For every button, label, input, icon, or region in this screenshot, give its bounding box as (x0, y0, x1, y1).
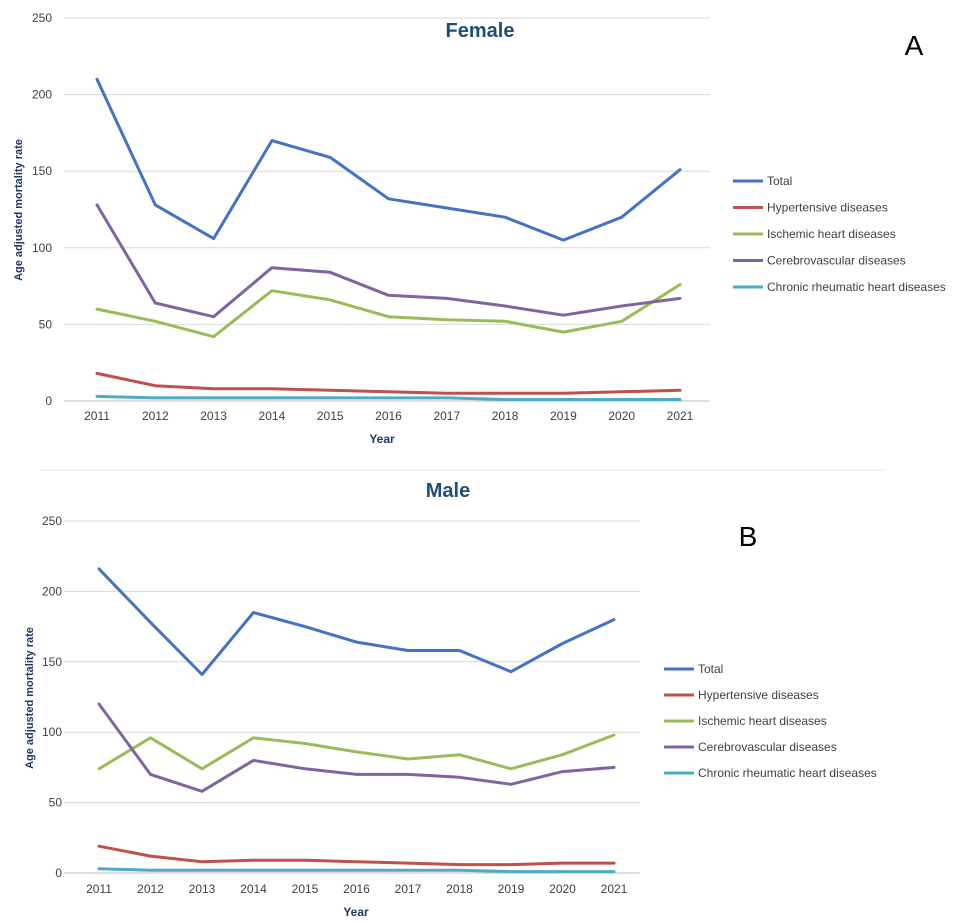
y-tick-label: 50 (49, 796, 63, 810)
x-tick-label: 2011 (84, 409, 110, 423)
chart-female: Female A Year Age adjusted mortality rat… (13, 11, 946, 446)
x-tick-label: 2012 (137, 882, 164, 896)
x-tick-label: 2021 (601, 882, 628, 896)
y-tick-label: 100 (32, 241, 52, 255)
legend-label: Cerebrovascular diseases (767, 254, 906, 268)
legend-label: Hypertensive diseases (698, 688, 819, 702)
legend-male: Total Hypertensive diseases Ischemic heart… (664, 662, 877, 780)
y-tick-label: 200 (32, 88, 52, 102)
x-tick-label: 2019 (550, 409, 577, 423)
series-line-total (97, 567, 616, 676)
x-tick-label: 2018 (446, 882, 473, 896)
x-tick-label: 2016 (375, 409, 402, 423)
x-tick-label: 2021 (667, 409, 694, 423)
legend-label: Cerebrovascular diseases (698, 740, 837, 754)
y-tick-label: 50 (39, 317, 53, 331)
series-line-cerebrovascular-diseases (95, 203, 682, 319)
x-tick-label: 2015 (292, 882, 319, 896)
x-tick-label: 2017 (395, 882, 422, 896)
y-tick-label: 0 (55, 866, 62, 880)
x-tick-label: 2015 (317, 409, 344, 423)
legend-label: Total (767, 174, 792, 188)
y-axis-label-female: Age adjusted mortality rate (13, 139, 25, 281)
gridlines-male (64, 520, 640, 874)
x-tick-label: 2011 (86, 882, 112, 896)
panel-label-b: B (739, 521, 758, 552)
y-tick-label: 200 (42, 584, 62, 598)
series-line-ischemic-heart-diseases (97, 733, 616, 771)
legend-label: Total (698, 662, 723, 676)
x-tick-label: 2014 (259, 409, 286, 423)
x-tick-label: 2020 (549, 882, 576, 896)
series-line-total (95, 77, 682, 242)
x-tick-label: 2012 (142, 409, 169, 423)
series-line-chronic-rheumatic-heart-diseases (97, 867, 616, 874)
x-axis-label-female: Year (369, 432, 395, 446)
x-tick-label: 2014 (240, 882, 267, 896)
x-tick-label: 2013 (200, 409, 227, 423)
panel-label-a: A (905, 30, 924, 61)
x-tick-label: 2019 (498, 882, 525, 896)
series-line-cerebrovascular-diseases (97, 702, 616, 793)
legend-label: Chronic rheumatic heart diseases (698, 766, 877, 780)
y-tick-label: 100 (42, 725, 62, 739)
y-tick-label: 250 (42, 514, 62, 528)
chart-title-female: Female (446, 20, 515, 42)
y-tick-label: 250 (32, 11, 52, 25)
y-axis-label-male: Age adjusted mortality rate (24, 627, 36, 769)
x-tick-label: 2017 (433, 409, 460, 423)
x-tick-label: 2016 (343, 882, 370, 896)
series-line-hypertensive-diseases (97, 844, 616, 867)
chart-title-male: Male (426, 480, 470, 502)
y-tick-label: 150 (42, 655, 62, 669)
legend-label: Ischemic heart diseases (698, 714, 827, 728)
series-line-ischemic-heart-diseases (95, 283, 682, 339)
legend-female: Total Hypertensive diseases Ischemic heart… (733, 174, 946, 294)
chart-male: Male B Year Age adjusted mortality rate … (24, 480, 877, 919)
x-tick-label: 2020 (608, 409, 635, 423)
legend-label: Hypertensive diseases (767, 201, 888, 215)
series-line-hypertensive-diseases (95, 371, 682, 395)
y-tick-label: 150 (32, 164, 52, 178)
series-line-chronic-rheumatic-heart-diseases (95, 394, 682, 401)
x-tick-label: 2018 (492, 409, 519, 423)
legend-label: Chronic rheumatic heart diseases (767, 280, 946, 294)
y-tick-label: 0 (45, 394, 52, 408)
x-axis-label-male: Year (343, 905, 369, 918)
legend-label: Ischemic heart diseases (767, 227, 896, 241)
x-tick-label: 2013 (189, 882, 216, 896)
